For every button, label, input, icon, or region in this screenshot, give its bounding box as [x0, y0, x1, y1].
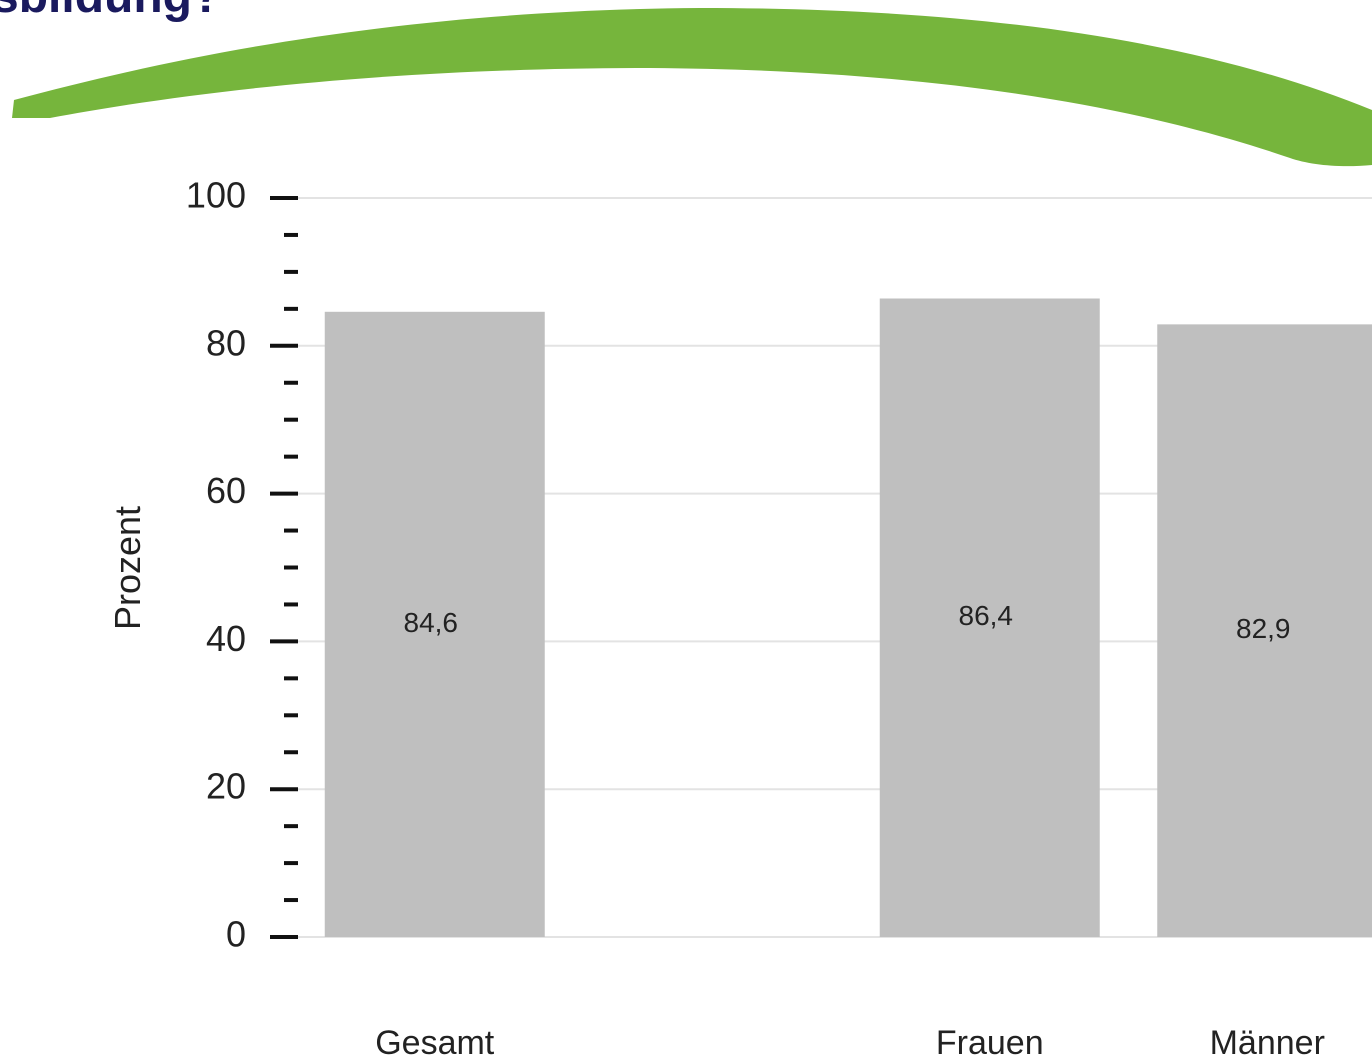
- bar: [879, 298, 1100, 937]
- y-tick-label: 100: [186, 175, 246, 216]
- x-tick-label: Männer: [1210, 1024, 1325, 1062]
- x-tick-label: Frauen: [936, 1024, 1044, 1062]
- value-label: 82,9: [1236, 613, 1291, 644]
- chart-title: sbildung?: [0, 0, 221, 23]
- bar: [324, 311, 545, 937]
- y-tick-label: 0: [226, 914, 246, 955]
- y-tick-label: 20: [206, 766, 246, 807]
- value-label: 86,4: [959, 600, 1014, 631]
- y-tick-label: 40: [206, 618, 246, 659]
- decorative-swoosh: [12, 8, 1372, 167]
- x-tick-label: Gesamt: [375, 1024, 495, 1062]
- value-label: 84,6: [404, 607, 459, 638]
- y-axis-title: Prozent: [107, 506, 148, 630]
- y-tick-label: 60: [206, 470, 246, 511]
- bar: [1157, 324, 1372, 937]
- y-tick-label: 80: [206, 322, 246, 363]
